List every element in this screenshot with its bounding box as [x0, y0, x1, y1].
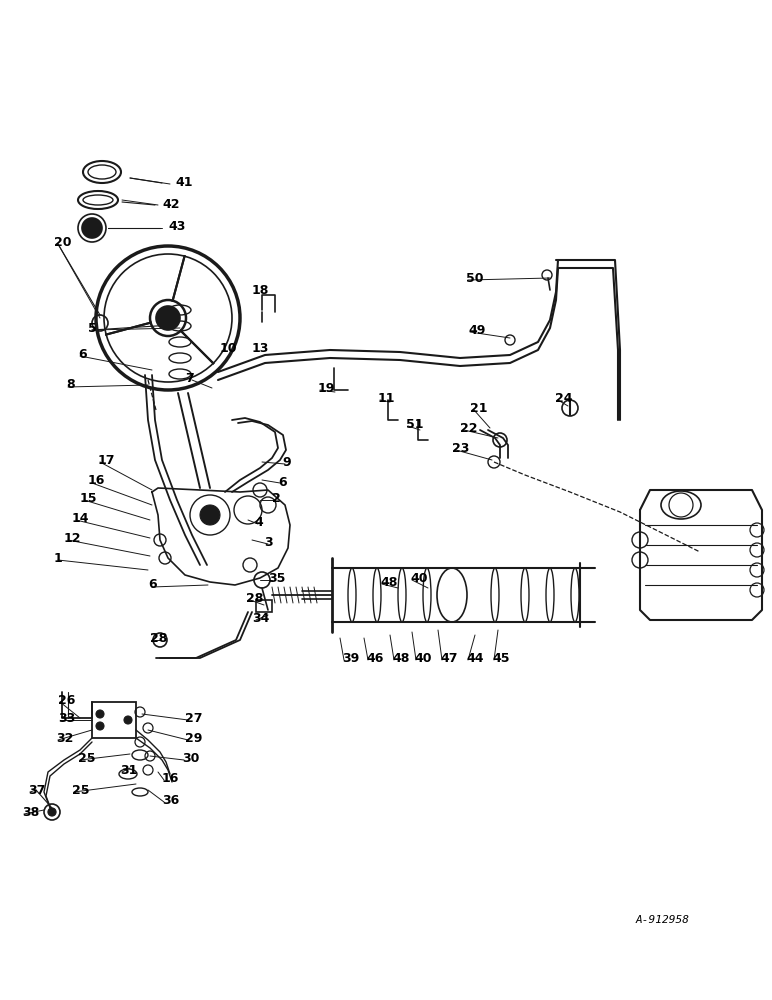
- Text: 12: 12: [64, 532, 82, 544]
- Circle shape: [48, 808, 56, 816]
- Text: 50: 50: [466, 271, 483, 284]
- Text: 25: 25: [72, 784, 90, 796]
- Circle shape: [156, 306, 180, 330]
- Text: 35: 35: [268, 572, 286, 584]
- Text: 15: 15: [80, 492, 97, 506]
- Text: 24: 24: [555, 391, 573, 404]
- Text: 43: 43: [168, 220, 185, 232]
- Text: 39: 39: [342, 652, 359, 664]
- Text: 11: 11: [378, 391, 395, 404]
- Text: 46: 46: [366, 652, 384, 664]
- Text: 1: 1: [54, 552, 63, 564]
- Text: 29: 29: [185, 732, 202, 744]
- Text: 20: 20: [54, 236, 72, 249]
- Text: 25: 25: [78, 752, 96, 764]
- Text: 18: 18: [252, 284, 269, 296]
- Circle shape: [124, 716, 132, 724]
- Text: 30: 30: [182, 752, 199, 764]
- Text: 22: 22: [460, 422, 478, 434]
- Circle shape: [96, 722, 104, 730]
- Text: 36: 36: [162, 794, 179, 806]
- Text: 31: 31: [120, 764, 137, 776]
- Text: 23: 23: [452, 442, 469, 456]
- Bar: [92, 702, 136, 738]
- Bar: [256, 600, 272, 612]
- Text: 45: 45: [492, 652, 510, 664]
- Circle shape: [96, 710, 104, 718]
- Text: 14: 14: [72, 512, 90, 524]
- Text: 6: 6: [148, 578, 157, 591]
- Text: 27: 27: [185, 712, 202, 724]
- Text: 48: 48: [380, 576, 398, 588]
- Text: 6: 6: [278, 476, 286, 488]
- Text: 33: 33: [58, 712, 75, 724]
- Text: 10: 10: [220, 342, 238, 355]
- Text: 38: 38: [22, 806, 39, 818]
- Text: 41: 41: [175, 176, 192, 188]
- Text: 37: 37: [28, 784, 46, 796]
- Text: 42: 42: [162, 198, 180, 211]
- Text: 32: 32: [56, 732, 73, 744]
- Circle shape: [200, 505, 220, 525]
- Text: 40: 40: [410, 572, 428, 584]
- Text: 6: 6: [78, 348, 86, 360]
- Text: 16: 16: [162, 772, 179, 784]
- Text: 19: 19: [318, 381, 335, 394]
- Text: 44: 44: [466, 652, 483, 664]
- Text: 49: 49: [468, 324, 486, 336]
- Text: 34: 34: [252, 611, 269, 624]
- Circle shape: [82, 218, 102, 238]
- Text: 3: 3: [264, 536, 273, 548]
- Text: 4: 4: [254, 516, 262, 528]
- Text: 17: 17: [98, 454, 116, 466]
- Text: 5: 5: [88, 322, 96, 334]
- Text: 51: 51: [406, 418, 424, 430]
- Text: 21: 21: [470, 401, 487, 414]
- Text: A-912958: A-912958: [636, 915, 690, 925]
- Text: 7: 7: [185, 371, 194, 384]
- Text: 26: 26: [58, 694, 76, 706]
- Text: 47: 47: [440, 652, 458, 664]
- Text: 13: 13: [252, 342, 269, 355]
- Text: 28: 28: [150, 632, 168, 645]
- Text: 9: 9: [282, 456, 290, 468]
- Text: 28: 28: [246, 591, 263, 604]
- Text: 48: 48: [392, 652, 409, 664]
- Text: 16: 16: [88, 474, 105, 487]
- Text: 40: 40: [414, 652, 432, 664]
- Text: 8: 8: [66, 378, 75, 391]
- Text: 2: 2: [272, 491, 281, 504]
